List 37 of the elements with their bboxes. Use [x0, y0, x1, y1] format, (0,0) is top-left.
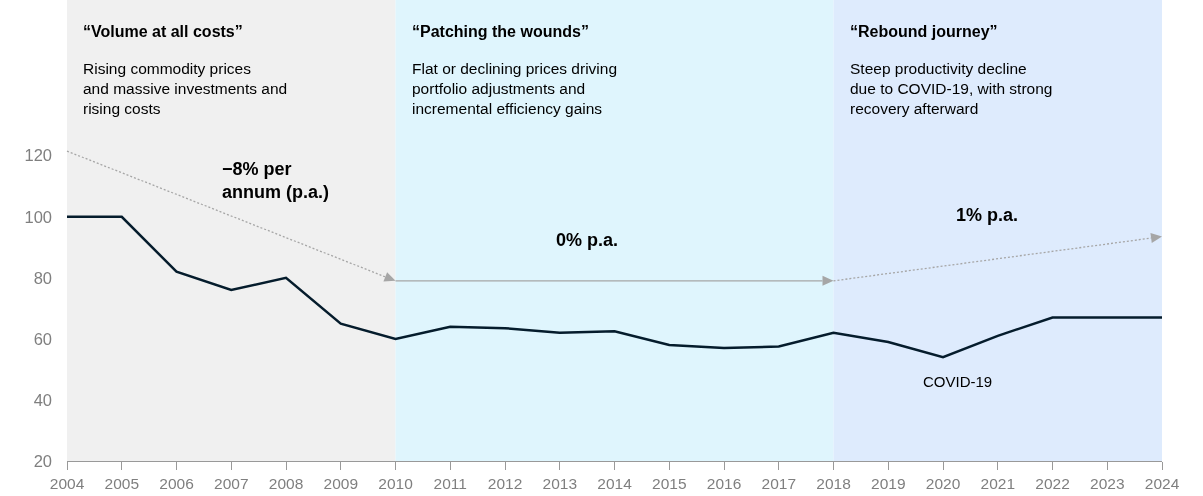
x-tick-label: 2024 — [1144, 474, 1180, 492]
annotation: Flat or declining prices driving portfolio adjustments and incremental efficiency gains — [412, 60, 618, 118]
x-tick-label: 2013 — [542, 474, 577, 492]
annotation: COVID-19 — [923, 373, 993, 390]
band-label: “Patching the wounds” — [412, 23, 589, 40]
x-tick-label: 2023 — [1090, 474, 1125, 492]
annotation: Steep productivity decline due to COVID-19, with strong recovery afterward — [850, 60, 1053, 118]
y-tick-label: 100 — [24, 207, 52, 226]
x-tick-label: 2007 — [214, 474, 249, 492]
x-tick-label: 2022 — [1035, 474, 1070, 492]
y-tick-label: 120 — [24, 146, 52, 165]
x-tick-label: 2014 — [597, 474, 633, 492]
annotation: −8% per annum (p.a.) — [222, 159, 329, 203]
x-tick-label: 2020 — [925, 474, 961, 492]
x-tick-label: 2010 — [378, 474, 414, 492]
annotation: 1% p.a. — [956, 205, 1019, 225]
x-tick-label: 2017 — [761, 474, 796, 492]
x-tick-label: 2009 — [323, 474, 358, 492]
y-tick-label: 20 — [33, 451, 52, 470]
x-tick-label: 2018 — [816, 474, 851, 492]
x-tick-label: 2005 — [104, 474, 139, 492]
x-tick-label: 2019 — [871, 474, 906, 492]
annotation: 0% p.a. — [556, 230, 619, 250]
band-label: “Rebound journey” — [850, 23, 998, 40]
x-tick-label: 2008 — [268, 474, 304, 492]
x-tick-label: 2016 — [706, 474, 742, 492]
y-tick-label: 60 — [33, 329, 52, 348]
y-tick-label: 80 — [33, 268, 52, 287]
band-label: “Volume at all costs” — [83, 23, 243, 40]
x-tick-label: 2011 — [433, 474, 467, 492]
y-tick-label: 40 — [33, 390, 52, 409]
x-tick-label: 2004 — [49, 474, 85, 492]
x-tick-label: 2015 — [652, 474, 687, 492]
x-tick-label: 2012 — [487, 474, 523, 492]
x-tick-label: 2021 — [980, 474, 1015, 492]
annotation: Rising commodity prices and massive investments and rising costs — [83, 60, 288, 118]
x-tick-label: 2006 — [159, 474, 194, 492]
